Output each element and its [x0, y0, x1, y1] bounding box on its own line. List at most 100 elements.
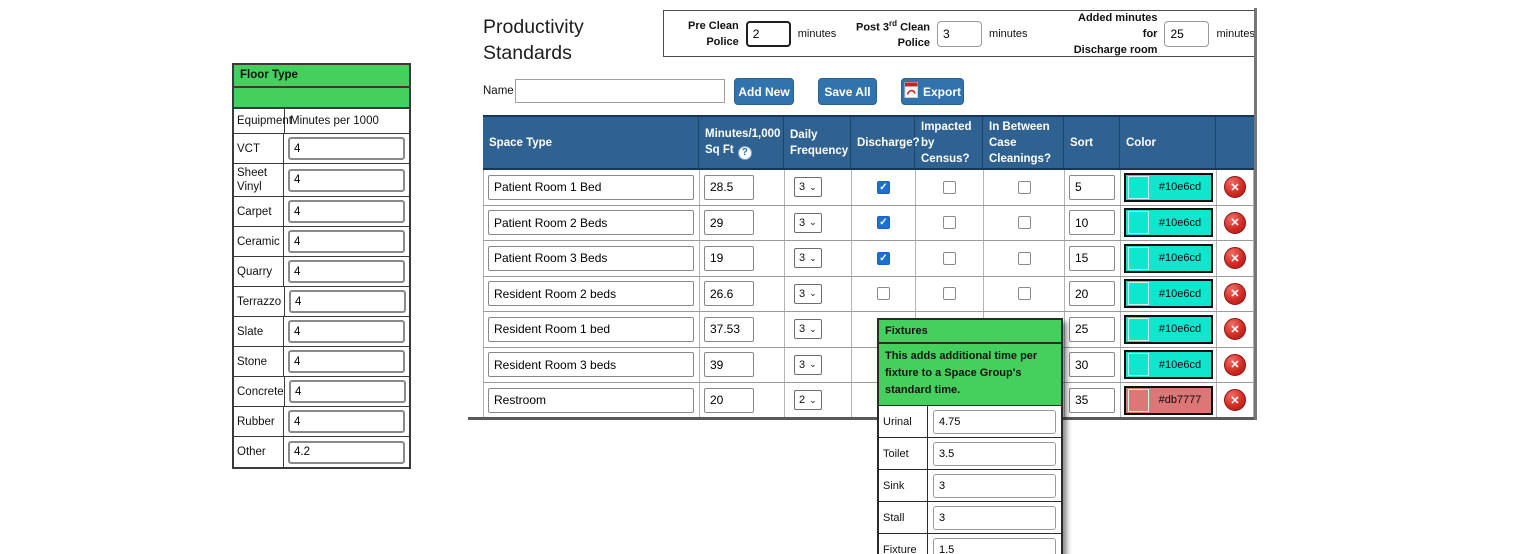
- in-between-checkbox[interactable]: [1017, 180, 1031, 194]
- discharge-label-line1: Added minutes for: [1078, 11, 1158, 40]
- name-input[interactable]: [515, 79, 725, 103]
- pre-clean-input[interactable]: [745, 20, 791, 47]
- delete-button[interactable]: ✕: [1224, 247, 1246, 270]
- delete-button[interactable]: ✕: [1224, 389, 1246, 412]
- sort-input[interactable]: [1069, 316, 1115, 342]
- sort-input[interactable]: [1069, 352, 1115, 378]
- color-picker[interactable]: #10e6cd: [1124, 172, 1213, 202]
- floor-minutes-input[interactable]: [288, 168, 405, 192]
- fixtures-title: Fixtures: [879, 320, 1061, 344]
- color-hex: #db7777: [1158, 394, 1202, 407]
- sort-input[interactable]: [1069, 387, 1115, 413]
- floor-type-table: Floor Type Equipment Minutes per 1000 VC…: [232, 63, 411, 469]
- floor-row: Quarry: [234, 257, 409, 287]
- color-picker[interactable]: #10e6cd: [1124, 314, 1213, 344]
- space-type-input[interactable]: [488, 281, 694, 307]
- minutes-input[interactable]: [704, 245, 754, 271]
- pdf-export-icon: [904, 82, 921, 101]
- export-button[interactable]: Export: [901, 78, 964, 105]
- frequency-select[interactable]: 2 ⌄: [794, 390, 822, 411]
- fixture-label: Stall: [879, 502, 928, 533]
- fixture-time-input[interactable]: [933, 473, 1056, 498]
- floor-row: Rubber: [234, 407, 409, 437]
- floor-minutes-input[interactable]: [288, 320, 405, 343]
- floor-minutes-input[interactable]: [288, 200, 405, 223]
- floor-minutes-input[interactable]: [288, 260, 405, 283]
- in-between-checkbox[interactable]: [1017, 287, 1031, 301]
- floor-minutes-input[interactable]: [288, 137, 405, 160]
- discharge-checkbox[interactable]: [877, 180, 890, 194]
- fixture-row: Stall: [879, 502, 1061, 534]
- post-clean-input[interactable]: [937, 20, 983, 47]
- delete-button[interactable]: ✕: [1224, 211, 1246, 234]
- minutes-input[interactable]: [704, 281, 754, 307]
- floor-minutes-input[interactable]: [288, 350, 405, 373]
- discharge-checkbox[interactable]: [877, 251, 890, 265]
- sort-input[interactable]: [1069, 281, 1115, 307]
- floor-label: Sheet Vinyl: [234, 164, 284, 196]
- fixture-time-input[interactable]: [933, 538, 1056, 554]
- floor-minutes-input[interactable]: [289, 290, 406, 313]
- discharge-label-line2: Discharge room: [1073, 43, 1158, 56]
- impacted-checkbox[interactable]: [943, 216, 956, 230]
- impacted-checkbox[interactable]: [943, 180, 956, 194]
- discharge-checkbox[interactable]: [877, 287, 890, 301]
- discharge-minutes-input[interactable]: [1164, 20, 1210, 47]
- fixture-time-input[interactable]: [933, 409, 1056, 434]
- delete-button[interactable]: ✕: [1224, 353, 1246, 376]
- frequency-select[interactable]: 3 ⌄: [794, 354, 822, 375]
- color-hex: #10e6cd: [1158, 181, 1202, 194]
- frequency-select[interactable]: 3 ⌄: [794, 248, 822, 269]
- sort-input[interactable]: [1069, 245, 1115, 271]
- frequency-select[interactable]: 3 ⌄: [794, 212, 822, 233]
- color-picker[interactable]: #10e6cd: [1124, 243, 1213, 273]
- fixture-time-input[interactable]: [933, 441, 1056, 466]
- frequency-select[interactable]: 3 ⌄: [794, 177, 822, 198]
- floor-minutes-input[interactable]: [289, 380, 406, 403]
- floor-minutes-input[interactable]: [288, 230, 405, 253]
- floor-label: Terrazzo: [234, 287, 285, 316]
- delete-button[interactable]: ✕: [1224, 282, 1246, 305]
- space-type-input[interactable]: [488, 210, 694, 236]
- frequency-select[interactable]: 3 ⌄: [794, 283, 822, 304]
- delete-button[interactable]: ✕: [1224, 176, 1246, 199]
- in-between-checkbox[interactable]: [1017, 216, 1031, 230]
- color-picker[interactable]: #10e6cd: [1124, 208, 1213, 238]
- color-picker[interactable]: #db7777: [1124, 385, 1213, 415]
- in-between-checkbox[interactable]: [1017, 251, 1031, 265]
- fixture-row: Toilet: [879, 438, 1061, 470]
- impacted-checkbox[interactable]: [943, 251, 956, 265]
- sort-input[interactable]: [1069, 210, 1115, 236]
- color-picker[interactable]: #10e6cd: [1124, 350, 1213, 380]
- frequency-select[interactable]: 3 ⌄: [794, 319, 822, 340]
- color-picker[interactable]: #10e6cd: [1124, 279, 1213, 309]
- fixtures-description: This adds additional time per fixture to…: [879, 344, 1061, 406]
- color-swatch: [1128, 246, 1149, 270]
- impacted-checkbox[interactable]: [943, 287, 956, 301]
- minutes-input[interactable]: [704, 387, 754, 413]
- x-icon: ✕: [1230, 252, 1240, 265]
- sort-input[interactable]: [1069, 174, 1115, 200]
- frequency-value: 3: [799, 181, 806, 194]
- help-icon[interactable]: ?: [737, 145, 752, 160]
- space-type-input[interactable]: [488, 245, 694, 271]
- minutes-input[interactable]: [704, 352, 754, 378]
- space-type-input[interactable]: [488, 316, 694, 342]
- delete-button[interactable]: ✕: [1224, 318, 1246, 341]
- minutes-input[interactable]: [704, 316, 754, 342]
- minutes-input[interactable]: [704, 210, 754, 236]
- discharge-checkbox[interactable]: [877, 216, 890, 230]
- floor-label: Ceramic: [234, 227, 284, 256]
- floor-minutes-input[interactable]: [288, 440, 405, 464]
- floor-minutes-input[interactable]: [288, 410, 405, 433]
- space-type-input[interactable]: [488, 387, 694, 413]
- fixture-time-input[interactable]: [933, 505, 1056, 530]
- save-all-button[interactable]: Save All: [818, 78, 877, 105]
- space-type-input[interactable]: [488, 174, 694, 200]
- add-new-button[interactable]: Add New: [734, 78, 794, 105]
- space-type-input[interactable]: [488, 352, 694, 378]
- minutes-input[interactable]: [704, 174, 754, 200]
- post-clean-unit: minutes: [989, 27, 1028, 40]
- floor-label: Concrete: [234, 377, 285, 406]
- floor-row: Stone: [234, 347, 409, 377]
